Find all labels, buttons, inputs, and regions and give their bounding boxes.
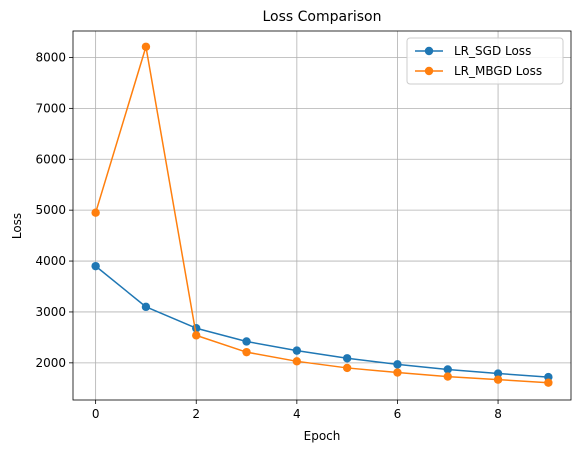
tick-layer: 0 2 4 6 8 2000 3000 4000 5000 6000 7000 8000 (35, 50, 501, 421)
data-point (443, 372, 452, 381)
plot-frame (72, 30, 572, 401)
x-tick-label: 4 (293, 407, 301, 421)
x-axis-title: Epoch (304, 429, 341, 443)
x-tick-label: 2 (192, 407, 200, 421)
legend-swatch-marker (424, 46, 434, 56)
series-layer (91, 42, 553, 387)
y-tick-label: 6000 (35, 152, 66, 166)
data-point (544, 378, 553, 387)
data-point (292, 357, 302, 366)
data-point (443, 365, 452, 374)
legend: LR_SGD Loss LR_MBGD Loss (406, 37, 564, 85)
chart-title: Loss Comparison (263, 9, 382, 25)
series-line (94, 46, 549, 384)
data-point (141, 302, 151, 312)
data-point (242, 347, 251, 357)
y-tick-label: 8000 (35, 50, 66, 64)
data-point (493, 369, 503, 378)
series-line (95, 265, 549, 378)
y-tick-label: 7000 (35, 101, 66, 115)
data-point (342, 354, 352, 363)
data-point (393, 368, 402, 377)
legend-item: LR_MBGD Loss (415, 64, 542, 78)
legend-swatch-marker (424, 66, 434, 76)
y-tick-label: 2000 (35, 356, 66, 370)
data-point (192, 331, 201, 340)
legend-label: LR_SGD Loss (454, 44, 531, 58)
x-tick-label: 8 (494, 407, 502, 421)
grid-lines (73, 31, 571, 400)
data-point (393, 360, 402, 369)
x-tick-label: 6 (394, 407, 402, 421)
y-tick-label: 3000 (35, 305, 66, 319)
y-tick-label: 5000 (35, 203, 66, 217)
data-point (91, 208, 100, 217)
series-1 (91, 42, 553, 387)
series-0 (91, 261, 553, 382)
data-point (242, 337, 251, 346)
data-point (91, 261, 100, 271)
data-point (342, 363, 352, 373)
y-axis-title: Loss (10, 213, 24, 239)
data-point (493, 375, 503, 384)
data-point (141, 42, 151, 51)
y-tick-label: 4000 (35, 254, 66, 268)
legend-box (406, 37, 564, 85)
x-tick-label: 0 (92, 407, 100, 421)
legend-item: LR_SGD Loss (415, 44, 531, 58)
data-point (292, 346, 302, 355)
legend-label: LR_MBGD Loss (454, 64, 542, 78)
